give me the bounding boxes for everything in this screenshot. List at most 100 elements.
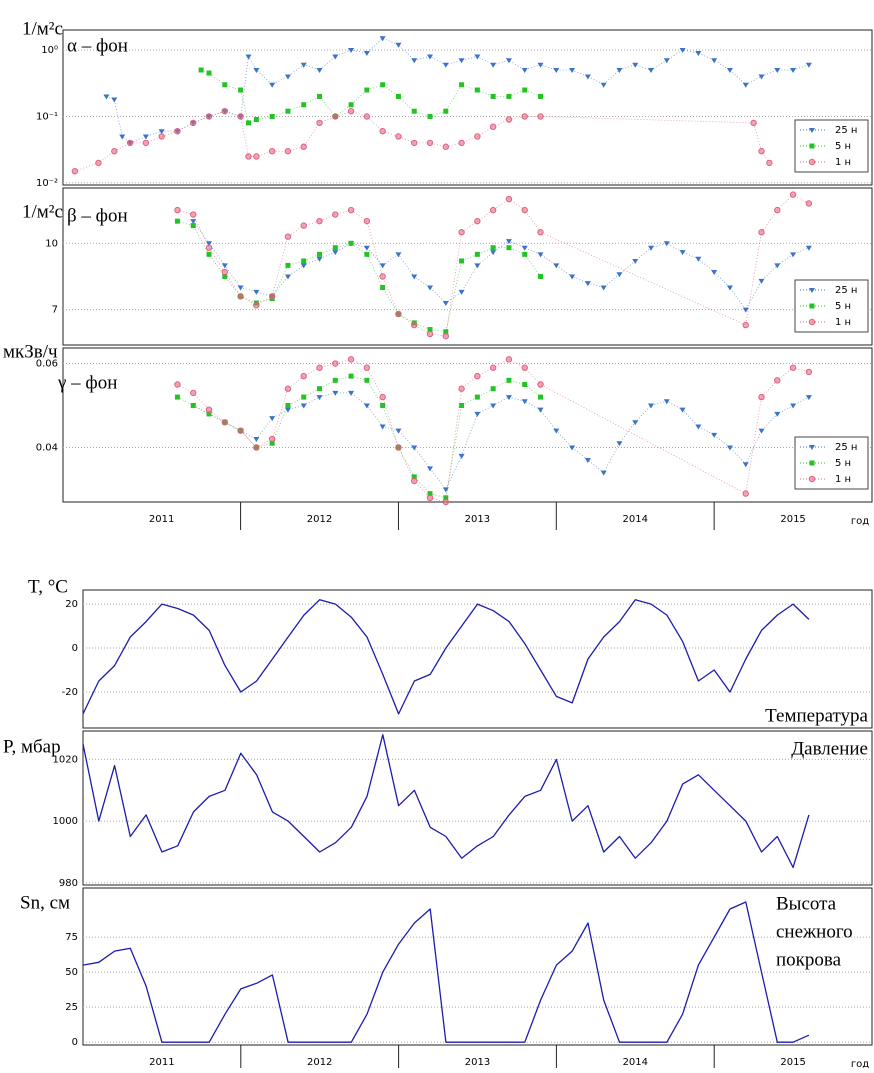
data-point — [474, 217, 481, 225]
y-tick-label: 0.04 — [36, 442, 58, 453]
data-point — [190, 219, 197, 225]
data-point — [553, 68, 560, 74]
data-point — [363, 217, 371, 225]
data-point — [332, 390, 339, 396]
data-point — [805, 245, 812, 251]
data-point — [506, 245, 512, 251]
data-point — [206, 241, 213, 247]
data-point — [490, 403, 497, 409]
data-point — [395, 133, 402, 140]
data-point — [332, 54, 339, 60]
y-tick-label: 10⁰ — [41, 45, 58, 56]
data-point — [459, 258, 465, 264]
data-point — [521, 364, 528, 371]
data-point — [380, 402, 386, 408]
data-point — [253, 289, 260, 295]
y-tick-label: 0.06 — [36, 359, 58, 370]
data-point — [742, 490, 749, 497]
data-point — [364, 87, 370, 93]
data-point — [505, 116, 513, 123]
data-point — [474, 251, 480, 257]
y-tick-label: 10⁻² — [36, 178, 58, 189]
x-tick-label: 2014 — [623, 1057, 648, 1068]
data-point — [411, 477, 418, 485]
legend-entry: 5 н — [835, 458, 851, 469]
data-point — [474, 372, 481, 380]
data-point — [538, 93, 544, 99]
data-point — [222, 82, 228, 88]
series-line — [200, 69, 541, 124]
data-point — [458, 58, 465, 64]
data-point — [245, 153, 252, 160]
data-point — [111, 97, 118, 103]
data-point — [158, 129, 165, 135]
data-point — [648, 245, 655, 251]
data-point — [711, 432, 718, 438]
data-point — [774, 206, 781, 214]
legend-entry: 5 н — [835, 141, 851, 152]
data-point — [205, 406, 213, 413]
data-point — [221, 107, 229, 115]
data-point — [126, 139, 134, 147]
data-point — [411, 139, 418, 147]
data-point — [521, 399, 528, 405]
data-point — [411, 445, 418, 451]
data-point — [490, 62, 497, 68]
data-point — [506, 93, 512, 99]
data-point — [443, 108, 449, 114]
data-point — [490, 93, 496, 99]
data-point — [300, 62, 307, 68]
data-point — [395, 93, 401, 99]
legend-marker — [808, 318, 816, 326]
annotation: покрова — [776, 949, 842, 970]
y-tick-label: 25 — [65, 1002, 78, 1013]
data-point — [758, 278, 765, 284]
y-tick-label: 7 — [52, 305, 58, 316]
data-point — [442, 143, 449, 150]
data-point — [190, 389, 197, 397]
data-point — [427, 466, 434, 472]
data-point — [245, 120, 251, 126]
data-point — [221, 263, 228, 269]
data-point — [253, 68, 260, 74]
data-point — [600, 470, 607, 476]
data-point — [363, 113, 371, 120]
data-point — [474, 394, 480, 400]
data-point — [348, 48, 355, 54]
data-point — [316, 119, 323, 127]
data-point — [790, 252, 797, 258]
data-point — [174, 381, 181, 388]
data-point — [442, 332, 449, 340]
data-point — [758, 428, 765, 434]
y-tick-label: 1020 — [53, 754, 78, 765]
data-point — [95, 159, 102, 167]
data-point — [584, 74, 591, 80]
data-point — [284, 385, 292, 392]
data-point — [584, 281, 591, 287]
data-point — [569, 274, 576, 280]
data-point — [679, 250, 686, 256]
data-point — [269, 440, 275, 446]
data-point — [103, 94, 110, 100]
data-point — [238, 87, 244, 93]
data-point — [458, 229, 465, 236]
data-point — [489, 206, 497, 214]
data-point — [348, 390, 355, 396]
annotation: Высота — [776, 893, 837, 914]
data-point — [522, 382, 528, 388]
data-point — [395, 444, 402, 451]
x-axis-label: год — [851, 516, 869, 527]
data-point — [285, 262, 291, 268]
data-point — [443, 495, 449, 501]
data-point — [789, 191, 797, 198]
data-point — [663, 58, 670, 64]
data-point — [379, 273, 386, 280]
data-point — [458, 139, 465, 147]
series-line — [177, 194, 810, 337]
data-point — [632, 62, 639, 68]
legend-box — [794, 119, 869, 173]
data-point — [363, 364, 371, 371]
data-point — [379, 36, 386, 42]
data-point — [474, 54, 481, 60]
data-point — [616, 441, 623, 447]
